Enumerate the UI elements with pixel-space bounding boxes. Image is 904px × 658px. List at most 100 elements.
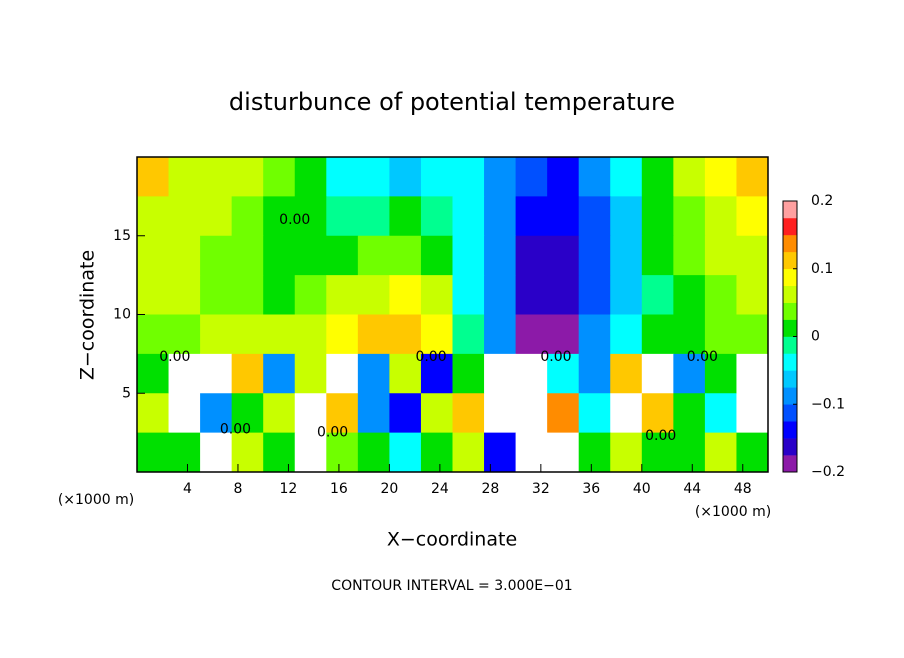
cell: [736, 235, 769, 276]
x-unit: (×1000 m): [58, 492, 134, 508]
x-axis-label: X−coordinate: [387, 529, 517, 551]
cell: [578, 196, 611, 237]
cell: [357, 275, 390, 315]
cell: [420, 275, 453, 315]
cell: [547, 353, 580, 394]
cell: [231, 235, 264, 276]
y-tick-label: 10: [113, 307, 131, 323]
cell: [704, 393, 737, 434]
colorbar-band: [783, 201, 797, 219]
cell: [200, 353, 233, 394]
cell: [736, 275, 769, 315]
cell: [294, 275, 327, 315]
x-tick-label: 48: [734, 481, 752, 497]
cell: [420, 353, 453, 394]
colorbar-band: [783, 421, 797, 439]
cell: [673, 432, 706, 473]
cell: [452, 196, 485, 237]
cell: [231, 196, 264, 237]
cell: [673, 235, 706, 276]
cell: [515, 235, 548, 276]
contour-label: 0.00: [159, 349, 190, 365]
cell: [452, 432, 485, 473]
colorbar-band: [783, 234, 797, 253]
cell: [420, 235, 453, 276]
contour-label: 0.00: [540, 349, 571, 365]
colorbar-tick-label: 0.1: [811, 261, 833, 277]
cell: [736, 353, 769, 394]
cell: [168, 235, 201, 276]
colorbar-tick-label: −0.1: [811, 396, 845, 412]
cell: [452, 157, 485, 197]
cell: [515, 432, 548, 473]
cell: [484, 196, 517, 237]
cell: [484, 432, 517, 473]
footnote: CONTOUR INTERVAL = 3.000E−01: [331, 578, 572, 594]
y-tick-label: 5: [122, 385, 131, 401]
cell: [200, 196, 233, 237]
cell: [673, 353, 706, 394]
colorbar-band: [783, 268, 797, 286]
cell: [294, 353, 327, 394]
cell: [294, 314, 327, 355]
cell: [294, 196, 327, 237]
colorbar-band: [783, 302, 797, 320]
y-axis-label: Z−coordinate: [77, 250, 99, 380]
cell: [578, 235, 611, 276]
cell: [641, 275, 674, 315]
cell: [326, 157, 359, 197]
cell: [736, 196, 769, 237]
cell: [484, 275, 517, 315]
cell: [200, 432, 233, 473]
cell: [357, 432, 390, 473]
cell: [641, 157, 674, 197]
cell: [547, 275, 580, 315]
x-tick-label: 16: [330, 481, 348, 497]
cell: [231, 157, 264, 197]
contour-label: 0.00: [645, 428, 676, 444]
cell: [547, 235, 580, 276]
colorbar-band: [783, 455, 797, 473]
cell: [137, 157, 170, 197]
cell: [452, 314, 485, 355]
x-tick-label: 28: [481, 481, 499, 497]
cell: [357, 157, 390, 197]
contour-label: 0.00: [220, 421, 251, 437]
cell: [357, 353, 390, 394]
cell: [263, 275, 296, 315]
heatmap-cells: [137, 157, 769, 473]
contour-label: 0.00: [279, 212, 310, 228]
cell: [294, 432, 327, 473]
x-tick-label: 40: [633, 481, 651, 497]
x-unit: (×1000 m): [695, 504, 771, 520]
cell: [263, 432, 296, 473]
cell: [389, 432, 422, 473]
colorbar-band: [783, 404, 797, 422]
cell: [736, 314, 769, 355]
x-tick-label: 4: [183, 481, 192, 497]
cell: [263, 196, 296, 237]
cell: [137, 353, 170, 394]
cell: [200, 157, 233, 197]
cell: [420, 432, 453, 473]
colorbar-tick-label: 0.2: [811, 193, 833, 209]
cell: [137, 393, 170, 434]
cell: [357, 196, 390, 237]
cell: [515, 314, 548, 355]
cell: [200, 275, 233, 315]
colorbar-tick-label: 0: [811, 329, 820, 345]
cell: [578, 157, 611, 197]
cell: [137, 432, 170, 473]
cell: [452, 353, 485, 394]
cell: [610, 235, 643, 276]
cell: [704, 432, 737, 473]
cell: [515, 157, 548, 197]
cell: [484, 235, 517, 276]
cell: [578, 314, 611, 355]
x-tick-label: 20: [380, 481, 398, 497]
cell: [168, 393, 201, 434]
cell: [704, 235, 737, 276]
cell: [231, 393, 264, 434]
cell: [326, 196, 359, 237]
cell: [704, 157, 737, 197]
